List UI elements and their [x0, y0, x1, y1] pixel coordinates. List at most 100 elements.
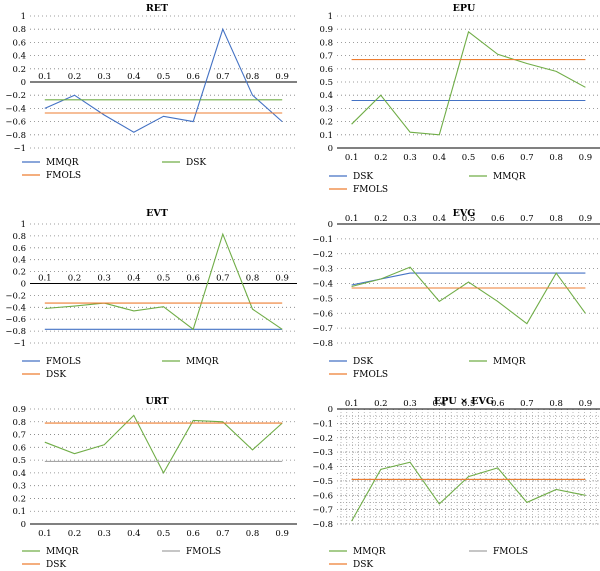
x-tick-label: 0.1 — [38, 274, 52, 284]
y-tick-label: 0.4 — [12, 256, 26, 266]
y-tick-label: 0.8 — [319, 38, 333, 48]
chart-panel-evg: EVG 0 −0.1 −0.2 −0.3 −0.4 −0.5 −0.6 −0.7 −0.8 0.1… — [312, 208, 600, 380]
x-tick-label: 0.2 — [68, 274, 82, 284]
y-tick-label: −0.2 — [5, 91, 26, 101]
chart-title: EVT — [146, 208, 168, 219]
y-tick-label: −0.8 — [312, 339, 333, 349]
y-tick-label: 0.5 — [319, 78, 333, 88]
x-tick-label: 0.5 — [157, 529, 171, 539]
y-tick-label: 0.2 — [12, 65, 26, 75]
x-tick-label: 0.7 — [216, 274, 230, 284]
y-tick-label: −0.7 — [312, 506, 333, 516]
x-tick-label: 0.3 — [97, 72, 111, 82]
x-tick-label: 0.6 — [491, 153, 505, 163]
x-tick-label: 0.4 — [433, 214, 447, 224]
x-tick-label: 0.9 — [579, 153, 593, 163]
x-tick-label: 0.5 — [462, 153, 476, 163]
y-tick-label: 0.4 — [319, 91, 333, 101]
series-line-mmqr — [44, 232, 283, 331]
x-tick-label: 0.1 — [38, 529, 52, 539]
chart-title: EPU × EVG — [434, 396, 494, 407]
x-tick-label: 0.3 — [403, 153, 417, 163]
y-tick-label: −0.2 — [312, 434, 333, 444]
y-tick-label: −0.3 — [312, 265, 333, 275]
y-tick-label: 0.8 — [12, 418, 26, 428]
x-tick-label: 0.8 — [246, 529, 260, 539]
y-tick-label: −0.4 — [312, 463, 333, 473]
x-tick-label: 0.2 — [68, 529, 82, 539]
y-tick-label: 0 — [21, 78, 26, 88]
y-tick-label: 0.6 — [319, 65, 333, 75]
x-tick-label: 0.7 — [520, 399, 534, 409]
legend-label: DSK — [353, 560, 373, 570]
legend-label: FMOLS — [353, 185, 388, 195]
x-tick-label: 0.6 — [491, 399, 505, 409]
chart-panel-ret: RET 1 0.8 0.6 0.4 0.2 0 −0.2 −0.4 −0.6 −0.8 −1 0.1 0… — [5, 3, 297, 181]
y-tick-label: −0.7 — [312, 324, 333, 334]
series-line-mmqr — [44, 27, 283, 133]
x-tick-label: 0.7 — [520, 153, 534, 163]
y-tick-label: −0.5 — [312, 294, 333, 304]
x-tick-label: 0.2 — [374, 214, 388, 224]
series-line-mmqr — [351, 266, 586, 325]
y-tick-label: −0.4 — [312, 280, 333, 290]
y-tick-label: 0.8 — [12, 25, 26, 35]
x-tick-label: 0.3 — [403, 399, 417, 409]
chart-title: URT — [145, 396, 168, 407]
y-tick-label: 0.6 — [12, 38, 26, 48]
y-tick-label: 0.2 — [12, 268, 26, 278]
legend-label: FMOLS — [353, 370, 388, 380]
x-tick-label: 0.9 — [275, 274, 289, 284]
y-tick-label: −0.6 — [5, 118, 26, 128]
y-tick-label: 0 — [21, 280, 26, 290]
x-tick-label: 0.4 — [433, 399, 447, 409]
x-tick-label: 0.1 — [345, 214, 359, 224]
y-tick-label: −0.6 — [312, 309, 333, 319]
y-tick-label: −1 — [13, 144, 26, 154]
x-tick-label: 0.2 — [374, 399, 388, 409]
y-tick-label: −0.4 — [5, 104, 26, 114]
x-tick-label: 0.5 — [462, 399, 476, 409]
y-tick-label: 0.4 — [12, 52, 26, 62]
x-tick-label: 0.4 — [127, 529, 141, 539]
legend-label: DSK — [353, 172, 373, 182]
x-tick-label: 0.8 — [549, 214, 563, 224]
x-tick-label: 0.1 — [345, 153, 359, 163]
x-tick-label: 0.4 — [127, 274, 141, 284]
legend-label: DSK — [46, 560, 66, 570]
y-tick-label: 0.1 — [319, 131, 333, 141]
chart-panel-epu: EPU 1 0.9 0.8 0.7 0.6 0.5 0.4 0.3 0.2 0.1 0 0.1 0.2 0… — [319, 3, 600, 195]
series-line-dsk — [351, 272, 586, 286]
y-tick-label: −0.5 — [312, 477, 333, 487]
y-tick-label: −0.2 — [312, 250, 333, 260]
y-tick-label: −0.8 — [312, 520, 333, 530]
y-tick-label: −0.1 — [312, 235, 333, 245]
y-tick-label: 0.5 — [12, 456, 26, 466]
x-tick-label: 0.2 — [68, 72, 82, 82]
y-tick-label: 1 — [328, 12, 333, 22]
legend-label: DSK — [46, 370, 66, 380]
x-tick-label: 0.8 — [549, 399, 563, 409]
chart-panel-evt: EVT 1 0.8 0.6 0.4 0.2 0−0.2 −0.4 −0.6 −0.8 −1 0.1 0… — [5, 208, 297, 380]
chart-title: EPU — [453, 3, 476, 14]
legend-label: DSK — [186, 158, 206, 168]
y-tick-label: 0.2 — [12, 494, 26, 504]
y-tick-label: −0.2 — [5, 291, 26, 301]
x-tick-label: 0.4 — [127, 72, 141, 82]
y-tick-label: 0.1 — [12, 507, 26, 517]
y-tick-label: −0.3 — [312, 448, 333, 458]
x-tick-label: 0.6 — [186, 274, 200, 284]
y-tick-label: 0.9 — [319, 25, 333, 35]
y-tick-label: −0.6 — [312, 491, 333, 501]
x-tick-label: 0.9 — [579, 399, 593, 409]
x-tick-label: 0.9 — [579, 214, 593, 224]
y-tick-label: −0.6 — [5, 315, 26, 325]
x-tick-label: 0.3 — [97, 529, 111, 539]
y-tick-label: 0.2 — [319, 118, 333, 128]
y-tick-label: 0.7 — [319, 52, 333, 62]
x-tick-label: 0.9 — [275, 529, 289, 539]
y-tick-label: 0.9 — [12, 405, 26, 415]
x-tick-label: 0.8 — [246, 72, 260, 82]
series-line-mmqr — [44, 414, 283, 475]
